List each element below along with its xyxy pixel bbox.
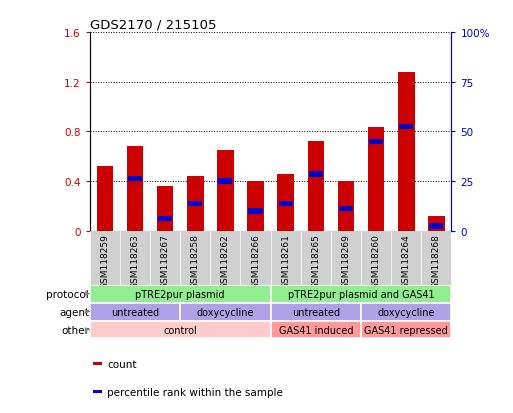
- Bar: [180, 303, 271, 321]
- Bar: [279, 201, 293, 207]
- Bar: [188, 201, 202, 207]
- Bar: [271, 285, 451, 303]
- Bar: [368, 127, 384, 231]
- Bar: [128, 176, 142, 182]
- Text: GSM118260: GSM118260: [371, 234, 381, 289]
- Bar: [361, 303, 451, 321]
- Bar: [248, 209, 263, 214]
- Bar: [127, 147, 143, 231]
- Bar: [271, 303, 361, 321]
- Bar: [210, 231, 241, 285]
- Bar: [338, 182, 354, 231]
- Text: GSM118269: GSM118269: [342, 234, 350, 289]
- Text: agent: agent: [59, 307, 89, 317]
- Text: GSM118261: GSM118261: [281, 234, 290, 289]
- Text: doxycycline: doxycycline: [378, 307, 435, 317]
- Text: GSM118259: GSM118259: [101, 234, 109, 289]
- Bar: [247, 182, 264, 231]
- Text: doxycycline: doxycycline: [196, 307, 254, 317]
- Bar: [429, 223, 443, 229]
- Text: count: count: [108, 359, 137, 369]
- Bar: [93, 391, 102, 393]
- Bar: [90, 231, 120, 285]
- Bar: [307, 142, 324, 231]
- Bar: [391, 231, 421, 285]
- Bar: [150, 231, 180, 285]
- Bar: [421, 231, 451, 285]
- Text: GAS41 repressed: GAS41 repressed: [364, 325, 448, 335]
- Text: untreated: untreated: [292, 307, 340, 317]
- Text: GSM118264: GSM118264: [402, 234, 411, 289]
- Bar: [90, 303, 180, 321]
- Bar: [369, 139, 383, 145]
- Text: GSM118263: GSM118263: [130, 234, 140, 289]
- Bar: [309, 171, 323, 177]
- Bar: [339, 206, 353, 212]
- Bar: [399, 124, 413, 130]
- Bar: [278, 174, 294, 231]
- Bar: [241, 231, 271, 285]
- Bar: [157, 187, 173, 231]
- Text: GAS41 induced: GAS41 induced: [279, 325, 353, 335]
- Text: pTRE2pur plasmid and GAS41: pTRE2pur plasmid and GAS41: [288, 289, 435, 299]
- Text: GSM118268: GSM118268: [432, 234, 441, 289]
- Bar: [271, 321, 361, 339]
- Text: GSM118262: GSM118262: [221, 234, 230, 289]
- Text: GDS2170 / 215105: GDS2170 / 215105: [90, 19, 216, 32]
- Bar: [398, 73, 415, 231]
- Text: GSM118267: GSM118267: [161, 234, 170, 289]
- Bar: [96, 167, 113, 231]
- Bar: [361, 231, 391, 285]
- Text: percentile rank within the sample: percentile rank within the sample: [108, 387, 283, 397]
- Bar: [90, 285, 271, 303]
- Text: pTRE2pur plasmid: pTRE2pur plasmid: [135, 289, 225, 299]
- Bar: [187, 177, 204, 231]
- Bar: [90, 321, 271, 339]
- Bar: [217, 151, 234, 231]
- Bar: [180, 231, 210, 285]
- Text: GSM118266: GSM118266: [251, 234, 260, 289]
- Bar: [331, 231, 361, 285]
- Bar: [219, 179, 232, 185]
- Text: other: other: [61, 325, 89, 335]
- Text: control: control: [163, 325, 197, 335]
- Bar: [120, 231, 150, 285]
- Text: untreated: untreated: [111, 307, 159, 317]
- Text: GSM118265: GSM118265: [311, 234, 320, 289]
- Bar: [361, 321, 451, 339]
- Text: protocol: protocol: [46, 289, 89, 299]
- Bar: [93, 363, 102, 365]
- Bar: [301, 231, 331, 285]
- Bar: [271, 231, 301, 285]
- Bar: [428, 216, 445, 231]
- Bar: [158, 216, 172, 222]
- Text: GSM118258: GSM118258: [191, 234, 200, 289]
